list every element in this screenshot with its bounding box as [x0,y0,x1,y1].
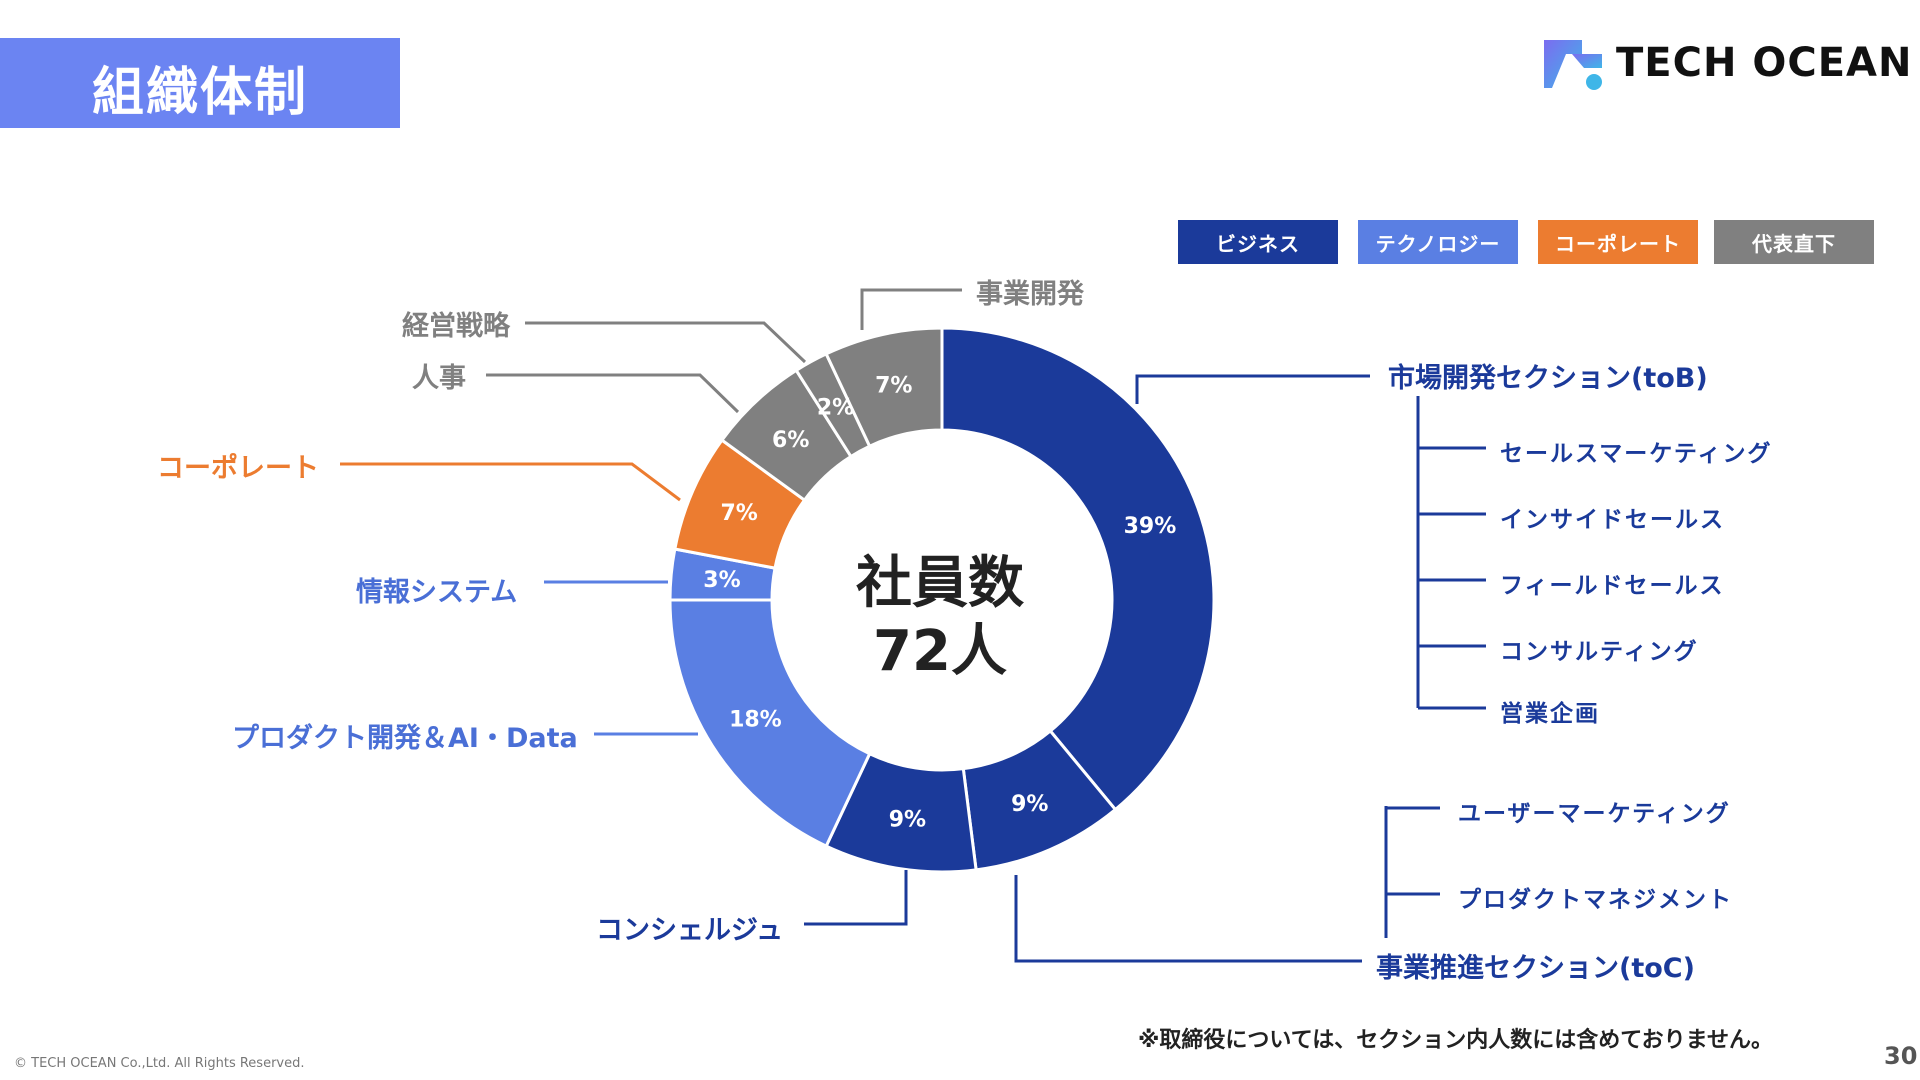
slice-pct-label: 3% [703,568,740,593]
label-concierge: コンシェルジュ [596,915,784,946]
toC-sub-item: ユーザーマーケティング [1458,801,1731,827]
label-toB: 市場開発セクション(toB) [1388,363,1708,394]
slice-pct-label: 9% [889,807,926,832]
toB-sub-item: フィールドセールス [1500,573,1725,599]
toB-sub-item: 営業企画 [1500,701,1600,727]
copyright: © TECH OCEAN Co.,Ltd. All Rights Reserve… [14,1056,305,1071]
slice-pct-label: 7% [720,501,757,526]
footnote: ※取締役については、セクション内人数には含めておりません。 [1138,1028,1773,1053]
slice-pct-label: 39% [1124,514,1177,539]
tech-ocean-logo-icon [1544,40,1602,90]
legend-technology: テクノロジー [1358,220,1518,264]
legend-corporate: コーポレート [1538,220,1698,264]
title-banner [0,38,400,128]
donut-slice [940,326,1216,812]
leader-line-corporate [340,462,681,502]
label-keiei-senryaku: 経営戦略 [402,311,510,342]
slice-pct-label: 18% [729,707,782,732]
legend-business: ビジネス [1178,220,1338,264]
donut-slice [824,326,944,449]
donut-slice [668,598,872,849]
slice-pct-label: 6% [772,428,809,453]
leader-line-jigyo-kaihatsu [860,288,962,330]
slice-pct-label: 9% [1011,792,1048,817]
center-count: 72人 [873,619,1007,684]
toC-sub-item: プロダクトマネジメント [1458,887,1733,913]
label-toC: 事業推進セクション(toC) [1376,953,1695,984]
slice-pct-label: 2% [817,395,854,420]
slice-pct-label: 7% [875,373,912,398]
leader-line-keiei-senryaku [525,321,807,364]
leader-line-toB [1135,374,1370,404]
leader-line-toC [1014,875,1362,963]
label-corporate: コーポレート [157,453,319,484]
page-number: 30 [1884,1042,1918,1070]
legend-ceo-direct: 代表直下 [1714,220,1874,264]
leader-line-concierge [804,870,908,926]
brand-name: TECH OCEAN [1616,40,1913,86]
page-title: 組織体制 [92,63,309,123]
center-title: 社員数 [856,551,1024,616]
label-joho-system: 情報システム [356,577,518,608]
label-jinji: 人事 [412,363,466,394]
toB-sub-item: コンサルティング [1500,639,1699,665]
label-product: プロダクト開発＆AI・Data [232,723,578,754]
label-jigyo-kaihatsu: 事業開発 [976,279,1084,310]
toB-sub-item: インサイドセールス [1500,507,1725,533]
leader-line-jinji [486,373,740,414]
toB-sub-item: セールスマーケティング [1500,441,1773,467]
